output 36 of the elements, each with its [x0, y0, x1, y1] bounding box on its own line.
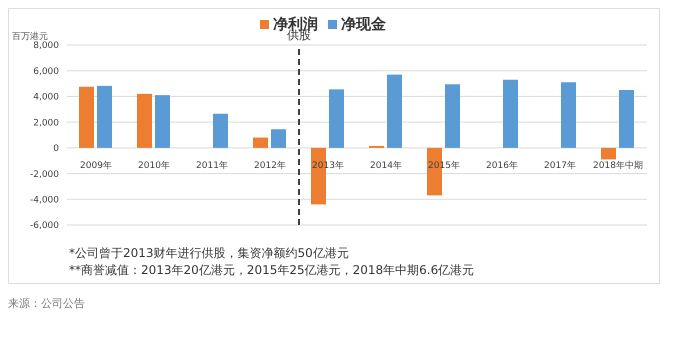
y-tick-label: -6,000	[30, 221, 60, 232]
bar	[271, 129, 286, 148]
bar	[79, 86, 94, 148]
legend-label: 净利润	[273, 15, 318, 33]
bar	[253, 138, 268, 148]
bar	[97, 86, 112, 148]
x-tick-label: 2010年	[138, 160, 170, 171]
bar	[387, 74, 402, 148]
y-tick-label: -2,000	[30, 170, 60, 180]
x-tick-label: 2012年	[254, 160, 286, 171]
y-tick-label: 2,000	[33, 118, 60, 128]
source-note: 来源：公司公告	[8, 296, 86, 311]
y-tick-label: 4,000	[33, 92, 60, 103]
bar	[619, 90, 634, 148]
bar	[445, 84, 460, 148]
bar	[329, 89, 344, 148]
bar	[155, 95, 170, 148]
bar	[213, 114, 228, 148]
legend-label: 净现金	[341, 15, 386, 33]
y-tick-label: 0	[53, 144, 60, 154]
x-tick-label: 2014年	[370, 160, 402, 171]
x-tick-label: 2018年中期	[593, 160, 643, 171]
x-tick-label: 2011年	[196, 160, 228, 171]
text: **商誉减值：2013年20亿港元，2015年25亿港元，2018年中期6.6亿港元	[69, 262, 476, 279]
y-tick-label: 8,000	[33, 41, 60, 52]
bar	[561, 82, 576, 148]
bar	[137, 94, 152, 148]
x-tick-label: 2009年	[80, 160, 112, 171]
x-tick-label: 2016年	[486, 160, 518, 171]
y-axis-title: 百万港元	[12, 30, 48, 42]
text: *公司曾于2013财年进行供股，集资净额约50亿港元	[69, 245, 350, 262]
x-tick-label: 2017年	[544, 160, 576, 171]
y-tick-label: 6,000	[33, 66, 60, 77]
bar	[503, 80, 518, 148]
bar	[601, 148, 616, 160]
y-tick-label: -4,000	[30, 195, 60, 206]
